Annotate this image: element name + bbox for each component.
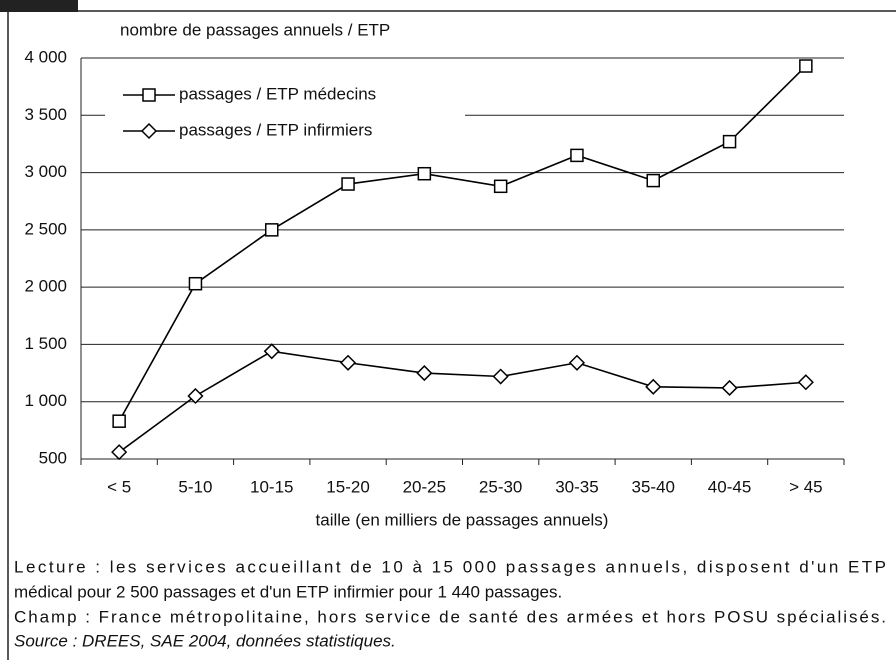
source: Source : DREES, SAE 2004, données statis…: [14, 631, 396, 650]
data-point: [645, 378, 662, 395]
x-tick-label: > 45: [789, 477, 823, 496]
note: Lecture : les services accueillant de 10…: [14, 557, 886, 576]
x-tick-label: 5-10: [178, 477, 212, 496]
x-tick-label: 15-20: [326, 477, 369, 496]
data-point: [722, 134, 737, 149]
y-tick-label: 2 000: [24, 277, 67, 296]
y-tick-label: 1 500: [24, 334, 67, 353]
data-point: [721, 379, 738, 397]
x-tick-label: < 5: [107, 477, 131, 496]
x-tick-label: 10-15: [250, 477, 293, 496]
y-axis-label: nombre de passages annuels / ETP: [120, 20, 390, 39]
data-point: [799, 59, 813, 73]
data-point: [112, 414, 126, 428]
series-line: [118, 350, 806, 453]
x-tick-label: 40-45: [708, 477, 751, 496]
y-tick-label: 1 000: [24, 391, 67, 410]
data-point: [797, 374, 814, 391]
header-tab: [0, 0, 78, 12]
x-axis-label: taille (en milliers de passages annuels): [316, 510, 609, 529]
data-point: [492, 368, 509, 385]
data-point: [416, 365, 433, 382]
data-point: [570, 148, 584, 163]
legend-marker: [142, 88, 156, 102]
series-line: [118, 65, 807, 422]
legend-label: passages / ETP infirmiers: [179, 120, 372, 139]
note: médical pour 2 500 passages et d'un ETP …: [14, 582, 562, 601]
y-tick-label: 4 000: [24, 47, 67, 66]
data-point: [646, 173, 660, 188]
data-point: [568, 354, 586, 371]
x-tick-label: 35-40: [632, 477, 675, 496]
legend-label: passages / ETP médecins: [179, 84, 376, 103]
data-point: [111, 444, 128, 461]
data-point: [493, 179, 508, 194]
data-point: [188, 276, 203, 291]
data-point: [187, 387, 204, 405]
legend-box: [105, 78, 465, 150]
data-point: [417, 166, 432, 181]
x-tick-label: 20-25: [403, 477, 446, 496]
data-point: [341, 177, 355, 191]
legend-marker: [140, 122, 158, 140]
x-tick-label: 30-35: [555, 477, 598, 496]
data-point: [339, 354, 357, 371]
y-tick-label: 3 500: [24, 105, 67, 124]
data-point: [265, 223, 279, 237]
y-tick-label: 2 500: [24, 219, 67, 238]
x-tick-label: 25-30: [479, 477, 522, 496]
note: Champ : France métropolitaine, hors serv…: [14, 607, 886, 626]
y-tick-label: 500: [39, 448, 67, 467]
y-tick-label: 3 000: [24, 162, 67, 181]
data-point: [263, 343, 280, 360]
